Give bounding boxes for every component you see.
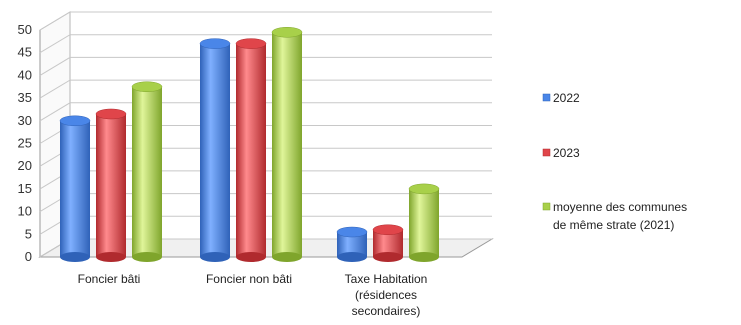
legend-swatch bbox=[542, 148, 551, 157]
bar-body bbox=[409, 188, 439, 257]
bar-top bbox=[131, 81, 163, 92]
category-label: (résidences bbox=[355, 288, 417, 302]
bar bbox=[235, 38, 267, 262]
y-tick-label: 35 bbox=[18, 90, 32, 105]
bar-base bbox=[132, 252, 162, 262]
bar-top bbox=[408, 183, 440, 195]
bar-body bbox=[96, 113, 126, 258]
bar-base bbox=[337, 252, 367, 262]
y-tick-label: 30 bbox=[18, 113, 32, 128]
legend: 2022 2023 moyenne des communes de même stra… bbox=[542, 91, 687, 232]
bar-base bbox=[272, 252, 302, 262]
bar-base bbox=[236, 252, 266, 262]
bar-top bbox=[95, 108, 127, 120]
legend-label: 2023 bbox=[553, 146, 580, 160]
bar-base bbox=[409, 252, 439, 262]
legend-label: de même strate (2021) bbox=[553, 218, 674, 232]
bar-top bbox=[235, 38, 267, 49]
y-tick-label: 45 bbox=[18, 45, 32, 60]
y-tick-label: 5 bbox=[25, 226, 32, 241]
bar-top bbox=[199, 38, 231, 49]
bar-top bbox=[336, 226, 368, 238]
bar bbox=[131, 81, 163, 262]
x-axis-categories: Foncier bâti Foncier non bâti Taxe Habitat… bbox=[78, 272, 428, 318]
y-tick-label: 25 bbox=[18, 136, 32, 151]
bar-base bbox=[200, 252, 230, 262]
gridline bbox=[39, 34, 492, 54]
bar-body bbox=[200, 43, 230, 258]
bar bbox=[408, 183, 440, 262]
bar-base bbox=[373, 252, 403, 262]
bar-body bbox=[132, 86, 162, 257]
bar-top bbox=[271, 27, 303, 38]
gridline bbox=[39, 11, 492, 31]
bar bbox=[95, 108, 127, 262]
gridline bbox=[39, 102, 492, 122]
bar bbox=[199, 38, 231, 262]
bar bbox=[59, 115, 91, 262]
y-axis-ticks: 0 5 10 15 20 25 30 35 40 45 50 bbox=[18, 22, 32, 264]
y-tick-label: 40 bbox=[18, 67, 32, 82]
y-tick-label: 10 bbox=[18, 204, 32, 219]
bar bbox=[271, 27, 303, 262]
bar-body bbox=[236, 43, 266, 258]
bar-body bbox=[60, 120, 90, 257]
y-tick-label: 0 bbox=[25, 249, 32, 264]
bar-body bbox=[272, 32, 302, 257]
legend-label: 2022 bbox=[553, 91, 580, 105]
bar bbox=[372, 224, 404, 262]
category-label: Taxe Habitation bbox=[345, 272, 428, 286]
category-label: secondaires) bbox=[352, 304, 421, 318]
bar-top bbox=[59, 115, 91, 127]
gridline bbox=[39, 79, 492, 99]
bars bbox=[59, 27, 440, 262]
legend-swatch bbox=[542, 202, 551, 211]
y-tick-label: 20 bbox=[18, 158, 32, 173]
category-label: Foncier bâti bbox=[78, 272, 141, 286]
gridline bbox=[39, 56, 492, 76]
bar bbox=[336, 226, 368, 262]
category-label: Foncier non bâti bbox=[206, 272, 292, 286]
bar-base bbox=[60, 252, 90, 262]
legend-swatch bbox=[542, 93, 551, 102]
y-tick-label: 15 bbox=[18, 181, 32, 196]
legend-label: moyenne des communes bbox=[553, 200, 687, 214]
y-tick-label: 50 bbox=[18, 22, 32, 37]
bar-top bbox=[372, 224, 404, 236]
bar-base bbox=[96, 252, 126, 262]
